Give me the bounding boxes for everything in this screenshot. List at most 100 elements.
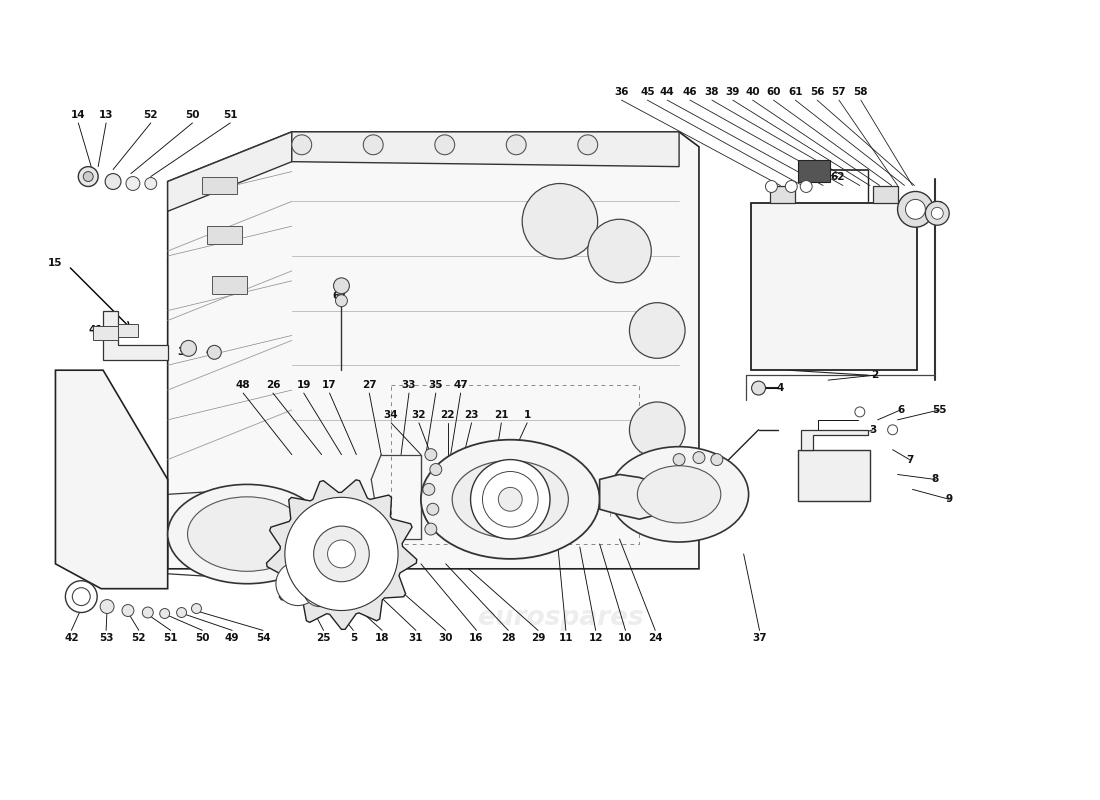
Text: 4: 4 <box>777 383 784 393</box>
Polygon shape <box>103 310 167 360</box>
Text: 47: 47 <box>453 380 468 390</box>
Bar <box>208 226 242 244</box>
Bar <box>202 177 238 194</box>
Circle shape <box>285 498 398 610</box>
Text: 13: 13 <box>99 110 113 120</box>
Text: 51: 51 <box>223 110 238 120</box>
Circle shape <box>425 449 437 461</box>
Circle shape <box>711 454 723 466</box>
Circle shape <box>363 135 383 154</box>
Circle shape <box>751 381 766 395</box>
Ellipse shape <box>637 466 720 523</box>
Text: 10: 10 <box>618 634 632 643</box>
Text: 62: 62 <box>830 171 845 182</box>
Text: 36: 36 <box>614 87 629 97</box>
Text: 33: 33 <box>402 380 416 390</box>
Circle shape <box>180 341 197 356</box>
Circle shape <box>587 219 651 283</box>
Circle shape <box>276 562 320 606</box>
Text: 24: 24 <box>648 634 662 643</box>
Circle shape <box>785 181 798 193</box>
Circle shape <box>160 609 169 618</box>
Text: 51: 51 <box>164 634 178 643</box>
Text: 3: 3 <box>869 425 877 434</box>
Text: 38: 38 <box>705 87 719 97</box>
Text: 61: 61 <box>788 87 803 97</box>
Circle shape <box>932 207 944 219</box>
Ellipse shape <box>452 461 569 538</box>
Circle shape <box>629 302 685 358</box>
Text: 49: 49 <box>226 634 240 643</box>
Circle shape <box>425 523 437 535</box>
Polygon shape <box>167 132 292 211</box>
Circle shape <box>106 174 121 190</box>
Circle shape <box>292 135 311 154</box>
Circle shape <box>578 135 597 154</box>
Polygon shape <box>600 474 669 519</box>
Text: 44: 44 <box>660 87 674 97</box>
Text: 32: 32 <box>411 410 426 420</box>
Text: 29: 29 <box>531 634 546 643</box>
Text: 22: 22 <box>440 410 455 420</box>
Circle shape <box>471 459 550 539</box>
Text: 38: 38 <box>113 326 128 335</box>
Circle shape <box>73 588 90 606</box>
Text: 28: 28 <box>500 634 516 643</box>
Circle shape <box>800 181 812 193</box>
Text: 12: 12 <box>588 634 603 643</box>
Ellipse shape <box>421 440 600 559</box>
Circle shape <box>336 294 348 306</box>
Circle shape <box>888 425 898 434</box>
Circle shape <box>925 202 949 226</box>
Text: 31: 31 <box>409 634 424 643</box>
Text: 43: 43 <box>930 202 945 211</box>
Circle shape <box>177 607 187 618</box>
Text: 39: 39 <box>726 87 740 97</box>
Text: 41: 41 <box>89 326 103 335</box>
Bar <box>212 276 248 294</box>
Text: 30: 30 <box>439 634 453 643</box>
Circle shape <box>304 574 336 606</box>
Ellipse shape <box>187 497 307 571</box>
Circle shape <box>673 454 685 466</box>
Text: 54: 54 <box>255 634 271 643</box>
Text: 19: 19 <box>297 380 311 390</box>
Polygon shape <box>292 132 679 166</box>
Circle shape <box>522 183 597 259</box>
Text: 6: 6 <box>896 405 904 415</box>
Text: 27: 27 <box>362 380 376 390</box>
Text: 11: 11 <box>559 634 573 643</box>
Circle shape <box>145 178 157 190</box>
Circle shape <box>328 540 355 568</box>
Text: 16: 16 <box>470 634 484 643</box>
Text: 45: 45 <box>640 87 654 97</box>
Text: 56: 56 <box>810 87 824 97</box>
Text: 52: 52 <box>132 634 146 643</box>
Bar <box>799 450 870 502</box>
Circle shape <box>422 483 435 495</box>
Text: 26: 26 <box>266 380 280 390</box>
Circle shape <box>498 487 522 511</box>
Text: 60: 60 <box>767 87 781 97</box>
Circle shape <box>766 181 778 193</box>
Text: 42: 42 <box>64 634 79 643</box>
Polygon shape <box>801 430 868 450</box>
Circle shape <box>898 191 933 227</box>
Text: 9: 9 <box>946 494 953 504</box>
Text: 52: 52 <box>143 110 158 120</box>
Text: 53: 53 <box>99 634 113 643</box>
Text: 25: 25 <box>317 634 331 643</box>
Circle shape <box>208 346 221 359</box>
Polygon shape <box>167 132 698 569</box>
Text: 15: 15 <box>48 258 63 268</box>
Circle shape <box>78 166 98 186</box>
Circle shape <box>142 607 153 618</box>
Text: 37: 37 <box>752 634 767 643</box>
Circle shape <box>333 278 350 294</box>
Text: 5: 5 <box>350 634 358 643</box>
Circle shape <box>191 603 201 614</box>
Circle shape <box>122 605 134 617</box>
Text: 46: 46 <box>683 87 697 97</box>
Text: 23: 23 <box>464 410 478 420</box>
Circle shape <box>506 135 526 154</box>
